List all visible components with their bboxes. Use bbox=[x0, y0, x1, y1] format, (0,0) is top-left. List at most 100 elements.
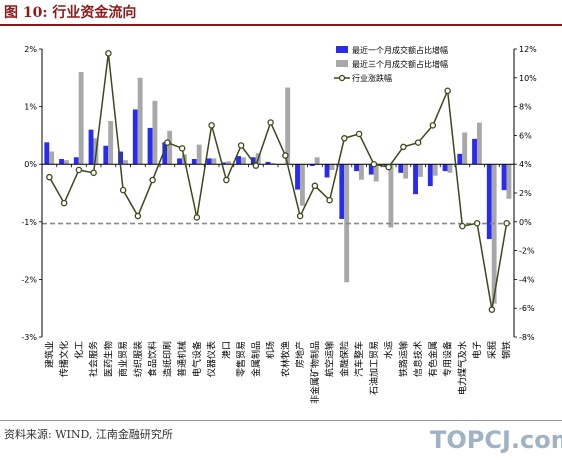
category-label-13: 零售贸易 bbox=[235, 341, 247, 377]
left-tick-label-0: -3% bbox=[21, 333, 37, 342]
category-label-11: 仪器仪表 bbox=[206, 341, 218, 377]
bar-3m-22 bbox=[373, 164, 379, 182]
category-label-21: 汽车整车 bbox=[353, 341, 365, 377]
line-point-1 bbox=[60, 199, 68, 207]
bar-1m-2 bbox=[73, 157, 79, 165]
category-label-7: 食品饮料 bbox=[147, 341, 159, 377]
line-point-17 bbox=[296, 212, 304, 220]
category-label-27: 专用设备 bbox=[442, 341, 454, 377]
bars-3m-series bbox=[49, 72, 512, 304]
bar-3m-12 bbox=[226, 161, 232, 165]
category-label-28: 电力煤气及水 bbox=[456, 341, 468, 395]
left-tick-label-5: 2% bbox=[24, 45, 37, 54]
right-tick-label-9: 10% bbox=[519, 74, 537, 83]
line-point-28 bbox=[459, 222, 466, 230]
category-label-23: 水运 bbox=[383, 341, 395, 359]
line-point-9 bbox=[178, 145, 186, 152]
bar-1m-1 bbox=[59, 159, 64, 165]
left-tick-label-3: 0% bbox=[24, 160, 37, 169]
bar-1m-23 bbox=[383, 164, 389, 166]
category-label-9: 普通机械 bbox=[176, 341, 188, 377]
bar-1m-20 bbox=[339, 164, 345, 219]
bar-1m-15 bbox=[265, 161, 271, 165]
bars-1m-series bbox=[44, 109, 507, 240]
category-label-14: 金属制品 bbox=[250, 341, 262, 377]
category-label-20: 金融保险 bbox=[338, 341, 350, 377]
line-point-15 bbox=[267, 119, 274, 126]
bar-3m-29 bbox=[476, 122, 482, 165]
right-tick-label-1: -6% bbox=[519, 304, 535, 313]
category-label-10: 电气设备 bbox=[191, 341, 203, 377]
bar-1m-25 bbox=[413, 164, 418, 195]
bar-3m-5 bbox=[122, 160, 128, 165]
category-label-26: 有色金属 bbox=[427, 341, 439, 377]
right-tick-label-8: 8% bbox=[519, 103, 532, 112]
category-label-16: 农林牧渔 bbox=[279, 341, 291, 377]
line-point-22 bbox=[370, 160, 378, 168]
watermark: TOPCJ.com bbox=[430, 426, 562, 454]
category-label-30: 采掘 bbox=[486, 341, 498, 359]
category-label-5: 商业贸易 bbox=[117, 341, 129, 377]
line-point-19 bbox=[326, 196, 333, 204]
bar-1m-28 bbox=[457, 153, 463, 165]
legend-label-3m: 最近三个月成交额占比增幅 bbox=[352, 59, 448, 69]
right-tick-label-5: 2% bbox=[519, 189, 532, 198]
line-point-5 bbox=[119, 186, 127, 194]
bar-1m-24 bbox=[398, 164, 404, 173]
right-tick-label-6: 4% bbox=[519, 160, 532, 169]
right-tick-label-3: -2% bbox=[519, 247, 535, 256]
bar-3m-2 bbox=[78, 72, 84, 165]
category-label-6: 纺织服装 bbox=[132, 341, 144, 377]
bar-1m-6 bbox=[132, 109, 138, 165]
bar-3m-18 bbox=[314, 157, 320, 165]
category-labels: 建筑业 传播文化 化工 社会服务 医药生物 商业贸易 纺织服装 食品饮料 造纸印刷 普通机械 电气设… bbox=[43, 341, 512, 404]
right-tick-label-4: 0% bbox=[519, 218, 532, 227]
bar-3m-30 bbox=[491, 164, 497, 304]
source-rule bbox=[0, 420, 562, 421]
bar-3m-11 bbox=[211, 158, 217, 165]
right-tick-label-10: 12% bbox=[519, 45, 537, 54]
category-label-12: 港口 bbox=[220, 341, 232, 359]
source-note: 资料来源: WIND, 江南金融研究所 bbox=[4, 428, 173, 441]
line-point-3 bbox=[90, 169, 97, 177]
line-point-23 bbox=[385, 163, 392, 171]
chart: -3% -2% -1% 0% 1% 2% -8% -6% -4% -2% 0% 2% 4% 6% 8% 10%… bbox=[21, 45, 537, 404]
line-point-6 bbox=[134, 212, 142, 220]
bar-3m-27 bbox=[447, 164, 453, 173]
line-point-14 bbox=[252, 162, 260, 169]
category-label-24: 铁路运输 bbox=[397, 341, 409, 377]
line-point-18 bbox=[311, 182, 319, 190]
bar-3m-25 bbox=[417, 164, 423, 177]
category-label-2: 化工 bbox=[73, 341, 85, 359]
bar-3m-16 bbox=[285, 87, 291, 165]
category-label-8: 造纸印刷 bbox=[161, 341, 173, 377]
bar-3m-31 bbox=[506, 164, 512, 199]
bar-1m-8 bbox=[162, 142, 168, 165]
category-label-3: 社会服务 bbox=[88, 341, 100, 377]
right-tick-label-2: -4% bbox=[519, 275, 535, 284]
category-label-17: 房地产 bbox=[294, 341, 306, 368]
bar-1m-5 bbox=[118, 151, 123, 165]
bar-3m-17 bbox=[299, 164, 305, 206]
bar-3m-24 bbox=[403, 164, 409, 179]
category-label-1: 传播文化 bbox=[58, 341, 70, 377]
line-series-group bbox=[46, 50, 510, 313]
line-point-0 bbox=[46, 173, 53, 181]
bar-1m-27 bbox=[442, 164, 448, 172]
bar-1m-19 bbox=[324, 164, 330, 178]
legend-label-line: 行业涨跌幅 bbox=[352, 73, 392, 83]
line-point-27 bbox=[444, 87, 451, 95]
legend-label-1m: 最近一个月成交额占比增幅 bbox=[352, 45, 448, 55]
title-rule bbox=[0, 24, 562, 26]
category-label-4: 医药生物 bbox=[102, 341, 114, 377]
bar-1m-22 bbox=[368, 164, 374, 175]
legend-swatch-3m bbox=[336, 60, 348, 67]
line-point-21 bbox=[355, 130, 363, 138]
right-tick-label-7: 6% bbox=[519, 131, 532, 140]
bar-1m-9 bbox=[177, 158, 182, 165]
bar-1m-30 bbox=[486, 164, 492, 240]
bar-1m-29 bbox=[472, 138, 477, 165]
bar-3m-13 bbox=[240, 157, 246, 165]
left-tick-label-1: -2% bbox=[21, 275, 37, 284]
